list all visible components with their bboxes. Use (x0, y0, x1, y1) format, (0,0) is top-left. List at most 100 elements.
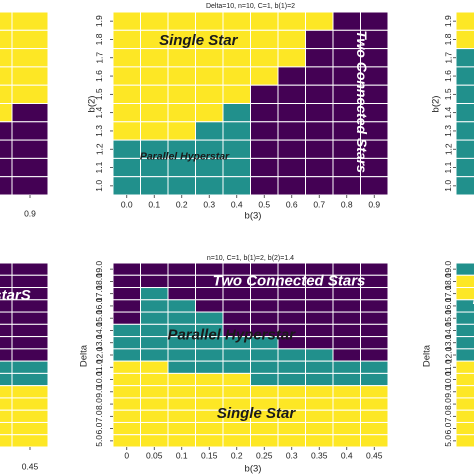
heatmap-cell (332, 299, 361, 313)
heatmap-cell (112, 274, 141, 289)
heatmap-cell (305, 11, 334, 31)
heatmap-cell (195, 434, 224, 448)
heatmap-cell (277, 360, 306, 374)
y-tick-label: 1.4 (94, 106, 104, 118)
heatmap-cell (112, 103, 141, 123)
heatmap-cell (195, 348, 224, 362)
x-tick-label: 0.25 (256, 450, 273, 460)
heatmap-cell (11, 48, 48, 68)
y-tick-label: 1.9 (94, 15, 104, 27)
x-tick-label: 0.2 (231, 450, 243, 460)
heatmap-cell (140, 311, 169, 325)
heatmap-cell (167, 103, 196, 123)
y-tick-label: 1.2 (94, 143, 104, 155)
heatmap-cell (195, 372, 224, 387)
heatmap-cell (11, 274, 48, 289)
heatmap-cell (195, 385, 224, 399)
heatmap-cell (360, 360, 389, 374)
heatmap-cell (167, 262, 196, 276)
heatmap-cell (167, 176, 196, 196)
y-tick-label: 8.0 (443, 398, 453, 410)
y-tick-label: 11.0 (94, 359, 104, 375)
y-tick-label: 15.0 (94, 310, 104, 327)
heatmap-cell (195, 66, 224, 86)
heatmap-cell (11, 323, 48, 338)
heatmap-cell (305, 29, 334, 50)
heatmap-cell (456, 299, 474, 313)
heatmap-cell (140, 11, 169, 31)
heatmap-cell (140, 372, 169, 387)
x-tick-label: 0 (124, 450, 129, 460)
heatmap-cell (11, 139, 48, 159)
heatmap-cell (456, 262, 474, 276)
heatmap-cell (456, 287, 474, 301)
heatmap-cell (195, 311, 224, 325)
y-tick-label: 13.0 (94, 334, 104, 351)
heatmap-cell (360, 421, 389, 436)
heatmap-cell (222, 121, 251, 141)
heatmap-cell (456, 385, 474, 399)
heatmap-cell (277, 176, 306, 196)
heatmap-cell (140, 299, 169, 313)
x-tick-label: 0.9 (368, 199, 380, 209)
heatmap-panel-2: Two Connected Stars Parallel Hyperstar Sin… (112, 262, 389, 448)
heatmap-cell (456, 176, 474, 196)
y-tick-label: 9.0 (443, 386, 453, 398)
heatmap-cell (222, 372, 251, 387)
heatmap-cell (140, 385, 169, 399)
heatmap-cell (332, 397, 361, 411)
y-tick-label: 17.0 (443, 285, 453, 302)
heatmap-cell (456, 397, 474, 411)
heatmap-cell (305, 323, 334, 338)
heatmap-cell (332, 176, 361, 196)
heatmap-cell (250, 385, 279, 399)
heatmap-cell (167, 121, 196, 141)
heatmap-cell (0, 48, 13, 68)
x-tick-label: 0.3 (286, 450, 298, 460)
heatmap-cell (277, 348, 306, 362)
heatmap-cell (0, 311, 13, 325)
heatmap-cell (140, 434, 169, 448)
heatmap-cell (305, 385, 334, 399)
y-tick-label: 17.0 (94, 285, 104, 302)
heatmap-cell (112, 409, 141, 423)
heatmap-cell (11, 421, 48, 436)
heatmap-cell (250, 48, 279, 68)
x-axis-title: b(3) (245, 211, 262, 222)
heatmap-cell (456, 157, 474, 178)
x-tick-label: 0.1 (176, 450, 188, 460)
heatmap-cell (305, 360, 334, 374)
y-axis-title: Delta (422, 344, 433, 367)
heatmap-cell (250, 66, 279, 86)
heatmap-cell (332, 372, 361, 387)
y-tick-label: 1.5 (443, 88, 453, 100)
heatmap-cell (11, 434, 48, 448)
heatmap-cell (456, 311, 474, 325)
y-tick-label: 16.0 (94, 297, 104, 314)
x-tick-label: 0.35 (311, 450, 328, 460)
heatmap-cell (277, 385, 306, 399)
heatmap-cell (456, 421, 474, 436)
heatmap-cell (0, 11, 13, 31)
heatmap-cell (305, 66, 334, 86)
heatmap-cell (112, 311, 141, 325)
y-tick-label: 7.0 (94, 410, 104, 422)
heatmap-cell (11, 311, 48, 325)
heatmap-cell (250, 176, 279, 196)
heatmap-cell (332, 11, 361, 31)
panel-title: Delta=10, n=10, C=1, b(1)=2 (206, 3, 295, 10)
heatmap-cell (305, 372, 334, 387)
heatmap-cell (11, 385, 48, 399)
x-tick-label: 0.4 (231, 199, 243, 209)
x-tick-label: 0.3 (203, 199, 215, 209)
heatmap-cell (456, 274, 474, 289)
heatmap-cell (112, 84, 141, 104)
heatmap-cell (11, 372, 48, 387)
x-tick-label: 0.4 (341, 450, 353, 460)
heatmap-cell (250, 299, 279, 313)
heatmap-cell (305, 139, 334, 159)
y-axis-title: b(2) (431, 96, 442, 113)
heatmap-cell (222, 66, 251, 86)
y-tick-label: 1.6 (94, 70, 104, 82)
heatmap-cell (0, 66, 13, 86)
